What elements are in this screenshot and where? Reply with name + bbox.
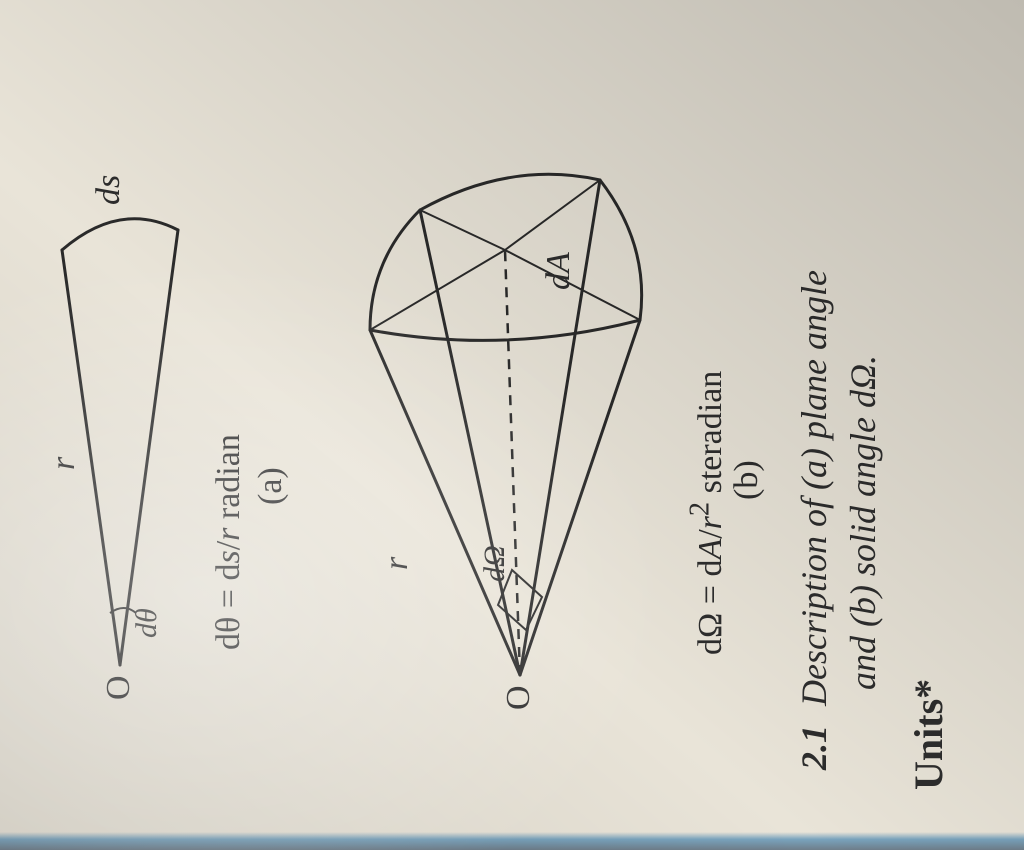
fig-a-formula-text: dθ = ds/r radian (210, 434, 247, 650)
page-border-stripe (0, 832, 1024, 850)
figure-caption: 2.1 Description of (a) plane angle and (… (790, 270, 887, 770)
fig-b-sublabel: (b) (728, 460, 766, 500)
caption-line1: Description of (a) plane angle (794, 270, 834, 706)
fig-a-sublabel: (a) (252, 467, 290, 505)
fig-a-radius-label: r (45, 457, 83, 470)
fig-a-angle-label: dθ (130, 608, 164, 638)
fig-a-arc-label: ds (90, 175, 128, 205)
fig-b-formula: dΩ = dA/r2 steradian (685, 371, 730, 655)
caption-line2: and (b) solid angle dΩ. (843, 355, 883, 690)
fig-b-solid-angle-label: dΩ (478, 545, 512, 582)
fig-a-origin-label: O (100, 675, 138, 700)
fig-b-area-label: dA (540, 252, 578, 290)
caption-fig-number: 2.1 (794, 725, 834, 770)
fig-b-origin-label: O (500, 685, 538, 710)
fig-b-radius-label: r (378, 557, 416, 570)
fig-a-formula: dθ = ds/r radian (210, 434, 248, 650)
fig-b-formula-text: dΩ = dA/r2 steradian (692, 371, 729, 655)
figure-container: O dθ r ds dθ = ds/r radian (a) O r dΩ dA… (0, 0, 1024, 850)
page: O dθ r ds dθ = ds/r radian (a) O r dΩ dA… (0, 0, 1024, 850)
units-heading: Units* (905, 679, 952, 790)
